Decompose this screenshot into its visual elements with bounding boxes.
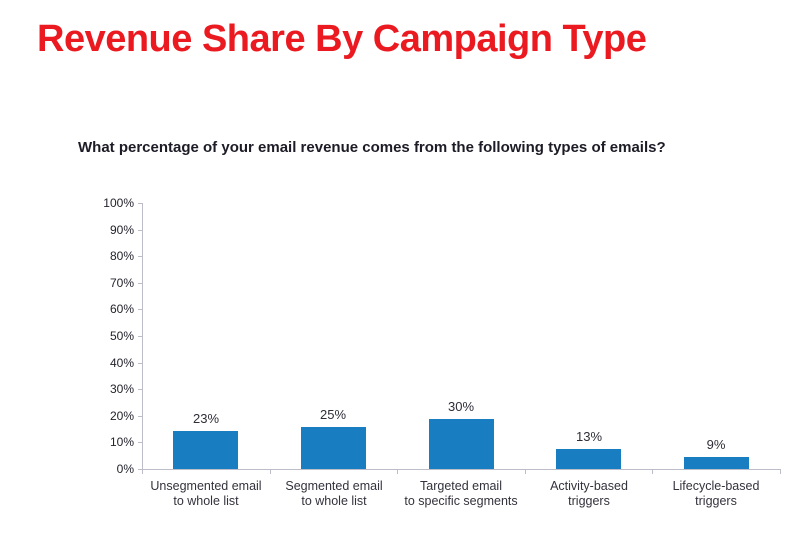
category-label-line: to specific segments <box>404 494 518 508</box>
bar-value-label: 23% <box>192 411 220 426</box>
category-label-line: triggers <box>568 494 610 508</box>
x-axis-line <box>142 469 781 470</box>
bar <box>173 431 238 469</box>
y-tick-mark <box>138 283 143 284</box>
bar-value-label: 9% <box>706 437 726 452</box>
y-tick-label: 10% <box>109 435 134 449</box>
bar <box>429 419 494 469</box>
category-label: Unsegmented email to whole list <box>136 479 276 509</box>
category-label: Segmented email to whole list <box>264 479 404 509</box>
category-label-line: Lifecycle-based <box>672 479 760 493</box>
category-label-line: to whole list <box>301 494 367 508</box>
x-tick-mark <box>142 469 143 474</box>
y-tick-label: 70% <box>109 276 134 290</box>
y-tick-mark <box>138 389 143 390</box>
y-tick-label: 0% <box>116 462 134 476</box>
bar-value-label: 30% <box>447 399 475 414</box>
y-tick-mark <box>138 416 143 417</box>
bar <box>556 449 621 469</box>
y-tick-label: 20% <box>109 409 134 423</box>
y-tick-mark <box>138 203 143 204</box>
category-label-line: to whole list <box>173 494 239 508</box>
category-label: Activity-based triggers <box>519 479 659 509</box>
x-tick-mark <box>525 469 526 474</box>
x-tick-mark <box>652 469 653 474</box>
category-label: Lifecycle-based triggers <box>646 479 786 509</box>
category-label-line: Targeted email <box>420 479 502 493</box>
category-label-line: Activity-based <box>550 479 628 493</box>
x-tick-mark <box>397 469 398 474</box>
y-tick-label: 30% <box>109 382 134 396</box>
y-tick-mark <box>138 442 143 443</box>
x-tick-mark <box>270 469 271 474</box>
bar <box>301 427 366 469</box>
y-tick-mark <box>138 230 143 231</box>
y-tick-label: 80% <box>109 249 134 263</box>
y-tick-mark <box>138 336 143 337</box>
y-tick-label: 40% <box>109 356 134 370</box>
y-tick-mark <box>138 363 143 364</box>
y-tick-label: 100% <box>103 196 134 210</box>
y-tick-label: 50% <box>109 329 134 343</box>
bar-value-label: 13% <box>575 429 603 444</box>
x-tick-mark <box>780 469 781 474</box>
category-label-line: Unsegmented email <box>150 479 262 493</box>
category-label-line: Segmented email <box>285 479 383 493</box>
page-title: Revenue Share By Campaign Type <box>37 18 647 60</box>
category-label-line: triggers <box>695 494 737 508</box>
y-tick-mark <box>138 469 143 470</box>
chart-question: What percentage of your email revenue co… <box>78 139 666 156</box>
y-tick-label: 90% <box>109 223 134 237</box>
y-tick-label: 60% <box>109 302 134 316</box>
y-tick-mark <box>138 256 143 257</box>
category-label: Targeted email to specific segments <box>391 479 531 509</box>
y-tick-mark <box>138 309 143 310</box>
plot-area: 100% 90% 80% 70% 60% 50% 40% 30% 20% 10% 0% 23% Unse… <box>103 196 781 508</box>
bar <box>684 457 749 469</box>
bar-value-label: 25% <box>319 407 347 422</box>
